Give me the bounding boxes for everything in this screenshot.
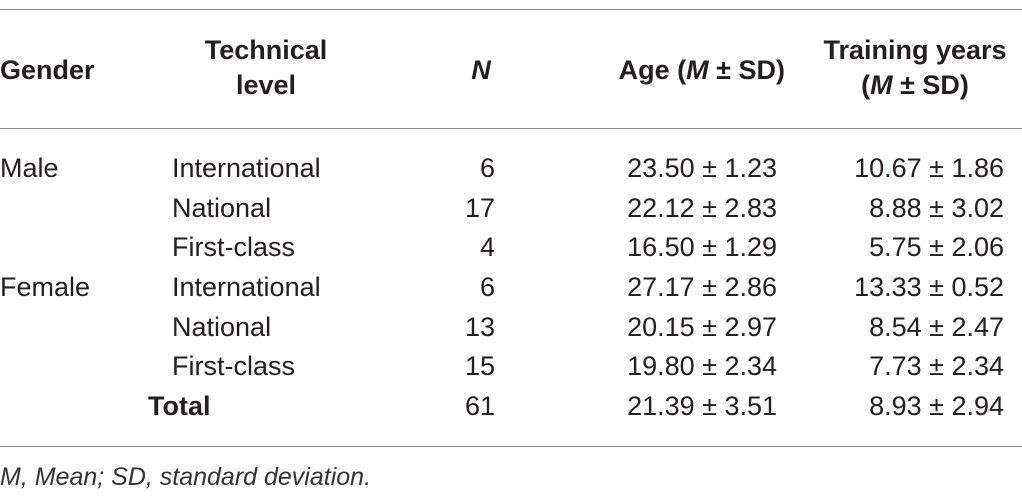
cell-age: 23.50 ± 1.23 — [627, 153, 777, 183]
cell-technical-level: National — [172, 193, 272, 223]
header-age-m: M — [686, 55, 709, 85]
header-age-suffix: ± SD) — [708, 55, 785, 85]
table-bottom-rule — [0, 446, 1022, 447]
cell-training-years: 8.88 ± 3.02 — [869, 193, 1004, 223]
cell-total-label: Total — [148, 391, 211, 421]
cell-n: 61 — [464, 391, 495, 421]
cell-n: 6 — [479, 153, 495, 183]
header-age: Age (M ± SD) — [605, 53, 785, 88]
header-technical-level-line1: Technical — [204, 35, 328, 65]
header-training-years: Training years (M ± SD) — [812, 33, 1018, 103]
cell-age: 20.15 ± 2.97 — [627, 312, 777, 342]
cell-training-years: 7.73 ± 2.34 — [869, 351, 1004, 381]
cell-n: 6 — [479, 272, 495, 302]
cell-technical-level: National — [172, 312, 272, 342]
cell-gender: Female — [0, 272, 91, 302]
header-technical-level: Technical level — [200, 33, 332, 103]
cell-age: 27.17 ± 2.86 — [627, 272, 777, 302]
cell-training-years: 8.54 ± 2.47 — [869, 312, 1004, 342]
header-age-prefix: Age ( — [618, 55, 687, 85]
header-training-line2: (M ± SD) — [812, 68, 1018, 103]
cell-age: 22.12 ± 2.83 — [627, 193, 777, 223]
header-training-line1: Training years — [823, 35, 1007, 65]
header-gender: Gender — [0, 55, 95, 85]
table-top-rule — [0, 9, 1022, 10]
header-training-m: M — [870, 70, 893, 100]
cell-gender: Male — [0, 153, 59, 183]
cell-age: 19.80 ± 2.34 — [627, 351, 777, 381]
cell-age: 21.39 ± 3.51 — [627, 391, 777, 421]
cell-n: 17 — [464, 193, 495, 223]
cell-n: 4 — [479, 232, 495, 262]
table-footnote: M, Mean; SD, standard deviation. — [0, 463, 372, 491]
cell-training-years: 5.75 ± 2.06 — [869, 232, 1004, 262]
cell-training-years: 13.33 ± 0.52 — [854, 272, 1004, 302]
cell-training-years: 8.93 ± 2.94 — [869, 391, 1004, 421]
header-n: N — [471, 55, 491, 85]
cell-technical-level: International — [172, 153, 321, 183]
table-header-rule — [0, 128, 1022, 129]
header-training-prefix: ( — [861, 70, 871, 100]
cell-age: 16.50 ± 1.29 — [627, 232, 777, 262]
header-training-suffix: ± SD) — [892, 70, 969, 100]
cell-n: 15 — [464, 351, 495, 381]
cell-technical-level: International — [172, 272, 321, 302]
cell-technical-level: First-class — [172, 232, 295, 262]
header-technical-level-line2: level — [235, 70, 297, 100]
cell-technical-level: First-class — [172, 351, 295, 381]
cell-n: 13 — [464, 312, 495, 342]
cell-training-years: 10.67 ± 1.86 — [854, 153, 1004, 183]
